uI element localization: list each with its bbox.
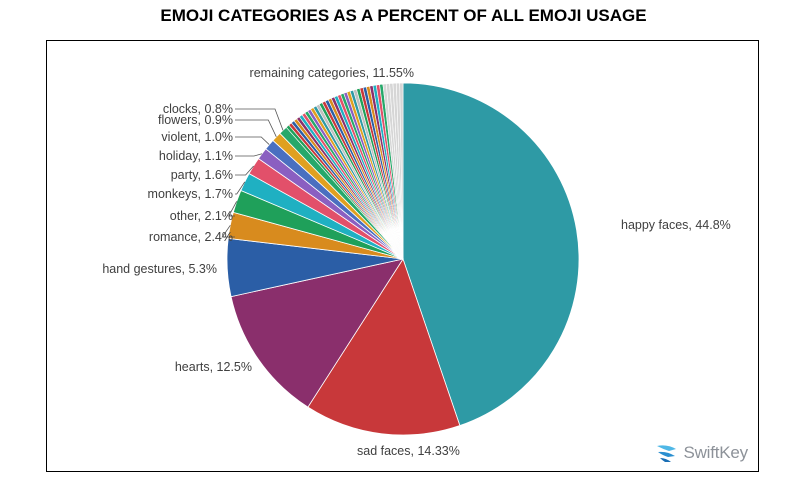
pie-label-flowers: flowers, 0.9% — [158, 113, 233, 127]
pie-chart: happy faces, 44.8% sad faces, 14.33% heart… — [102, 66, 731, 458]
pie-slice-hearts — [230, 258, 404, 408]
pie-label-remaining-categories: remaining categories, 11.55% — [250, 66, 414, 80]
leader-line-other — [228, 201, 238, 217]
swiftkey-logo-icon — [657, 445, 677, 462]
pie-label-clocks: clocks, 0.8% — [163, 102, 233, 116]
leader-line-monkeys — [235, 181, 246, 195]
pie-slice-remaining-categories-stripe — [399, 82, 404, 260]
chart-title: EMOJI CATEGORIES AS A PERCENT OF ALL EMO… — [160, 6, 647, 25]
leader-line-romance — [221, 225, 235, 238]
leader-line-violent — [235, 136, 270, 145]
pie-label-hand-gestures: hand gestures, 5.3% — [102, 262, 217, 276]
leader-line-party — [235, 165, 254, 176]
leader-line-holiday — [235, 153, 263, 157]
pie-label-holiday: holiday, 1.1% — [159, 149, 233, 163]
swiftkey-logo-text: SwiftKey — [683, 443, 748, 462]
pie-label-violent: violent, 1.0% — [161, 130, 233, 144]
swiftkey-logo: SwiftKey — [655, 443, 748, 463]
pie-label-hearts: hearts, 12.5% — [175, 360, 252, 374]
chart-frame: happy faces, 44.8% sad faces, 14.33% heart… — [46, 40, 759, 472]
pie-label-party: party, 1.6% — [171, 168, 233, 182]
pie-label-other: other, 2.1% — [170, 209, 233, 223]
pie-slice-sad-faces — [307, 258, 461, 436]
pie-slice-happy-faces — [402, 82, 580, 427]
leader-line-flowers — [235, 119, 277, 137]
pie-label-happy-faces: happy faces, 44.8% — [621, 218, 731, 232]
pie-label-sad-faces: sad faces, 14.33% — [357, 444, 460, 458]
leader-line-clocks — [235, 108, 284, 131]
pie-label-romance: romance, 2.4% — [149, 230, 233, 244]
pie-label-monkeys: monkeys, 1.7% — [148, 187, 233, 201]
